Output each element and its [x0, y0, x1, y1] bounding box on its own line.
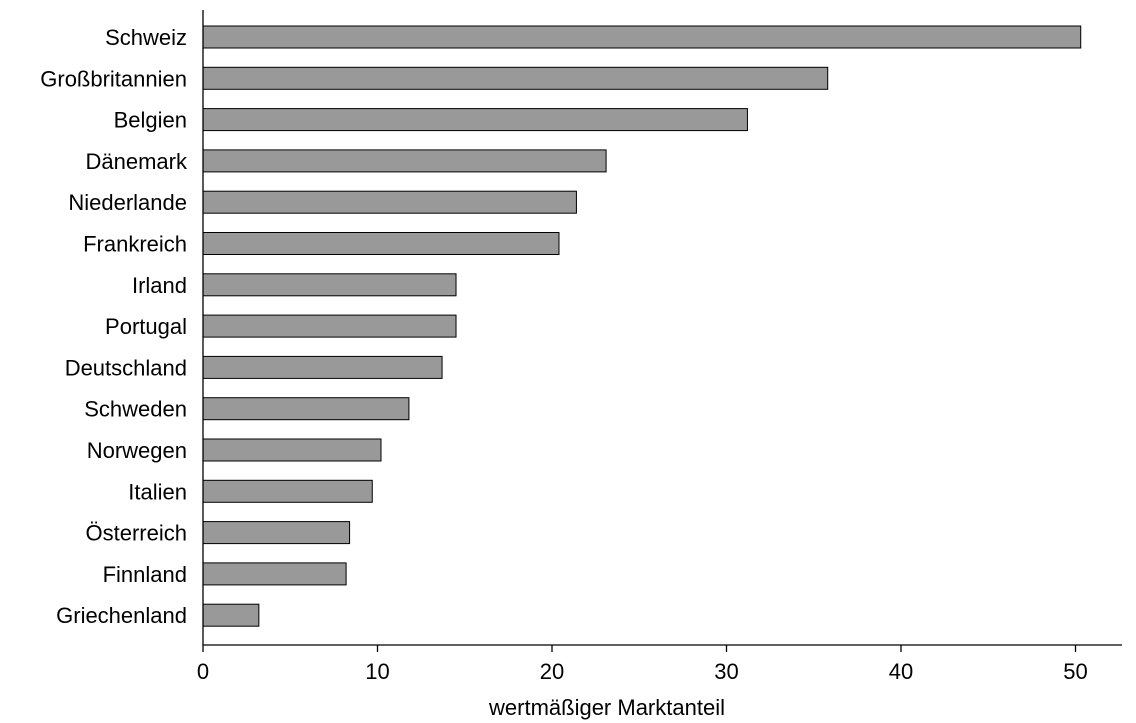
category-labels: Schweiz Großbritannien Belgien Dänemark Nied… [40, 25, 188, 628]
bars-group [202, 25, 1082, 627]
bar-10 [202, 397, 410, 421]
category-label: Großbritannien [40, 66, 187, 91]
x-tick-label: 0 [197, 659, 209, 684]
bar-11 [202, 438, 382, 462]
bar-2 [202, 66, 829, 90]
category-label: Deutschland [65, 355, 187, 380]
category-label: Österreich [86, 521, 187, 546]
x-axis-ticks: 0 10 20 30 40 50 [197, 645, 1088, 684]
category-label: Italien [128, 479, 187, 504]
category-label: Finnland [103, 562, 187, 587]
bar-9 [202, 355, 443, 379]
x-tick-label: 40 [889, 659, 913, 684]
category-label: Frankreich [83, 232, 187, 257]
category-label: Schweiz [105, 25, 187, 50]
category-label: Norwegen [87, 438, 187, 463]
x-tick-label: 30 [714, 659, 738, 684]
x-tick-label: 20 [540, 659, 564, 684]
bar-3 [202, 108, 748, 132]
bar-4 [202, 149, 607, 173]
bar-13 [202, 521, 351, 545]
category-label: Dänemark [86, 149, 188, 174]
category-label: Niederlande [68, 190, 187, 215]
x-tick-label: 10 [365, 659, 389, 684]
category-label: Portugal [105, 314, 187, 339]
category-label: Schweden [84, 397, 187, 422]
bar-15 [202, 603, 260, 627]
bar-6 [202, 232, 560, 255]
bar-5 [202, 190, 577, 214]
bar-7 [202, 273, 457, 297]
bar-14 [202, 562, 347, 586]
x-tick-label: 50 [1063, 659, 1087, 684]
bar-12 [202, 479, 373, 503]
category-label: Belgien [114, 108, 187, 133]
category-label: Irland [132, 273, 187, 298]
bar-1 [202, 25, 1082, 49]
category-label: Griechenland [56, 603, 187, 628]
bar-8 [202, 314, 457, 338]
x-axis-title: wertmäßiger Marktanteil [488, 695, 725, 720]
